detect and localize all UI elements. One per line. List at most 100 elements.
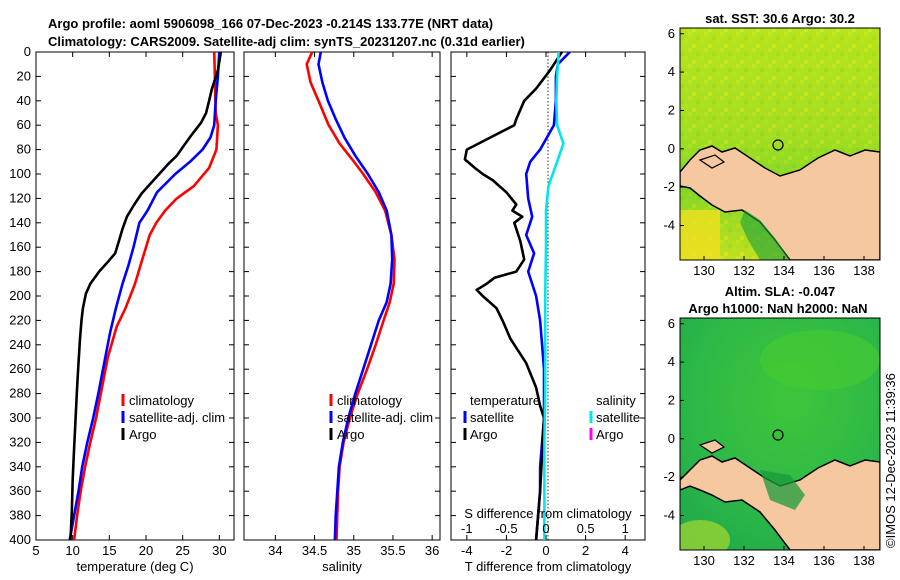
y-tick-label: 120	[9, 190, 31, 205]
legend-label-satellite: satellite-adj. clim	[129, 410, 225, 425]
x-tick-label: 4	[622, 543, 629, 558]
y-tick-label: 300	[9, 410, 31, 425]
temperature-legend: climatology satellite-adj. clim Argo	[121, 393, 225, 442]
x-tick-label: 25	[175, 543, 189, 558]
s-difference-xlabel: S difference from climatology	[464, 506, 632, 521]
y-tick-label: 80	[17, 142, 31, 157]
land-new-guinea	[680, 145, 880, 260]
t-difference-xlabel: T difference from climatology	[465, 559, 632, 574]
y-tick-label: 180	[9, 264, 31, 279]
y-tick-label: 160	[9, 239, 31, 254]
temperature-series	[68, 52, 223, 540]
s-tick-label: 0	[542, 521, 549, 536]
y-tick-label: 340	[9, 459, 31, 474]
salinity-series	[305, 52, 396, 540]
x-tick-label: 34.5	[302, 543, 327, 558]
sla-high-patch	[760, 330, 880, 390]
map-x-tick-label: 130	[693, 553, 715, 568]
map-x-tick-label: 138	[853, 263, 875, 278]
sla-map-title1: Altim. SLA: -0.047	[725, 284, 836, 299]
argo-location-marker	[772, 139, 784, 151]
x-tick-label: 34	[268, 543, 282, 558]
legend-label-t-argo: Argo	[470, 427, 497, 442]
legend-label-s-satellite: satellite	[596, 410, 640, 425]
x-tick-label: 15	[102, 543, 116, 558]
map-x-tick-label: 130	[693, 263, 715, 278]
map-x-tick-label: 134	[773, 263, 795, 278]
series-line-t-argo	[463, 52, 563, 540]
depth-ticks: 0 20 40 60 80 100 120 140 160 180 200 220 240 260 280 3…	[9, 44, 31, 547]
y-tick-label: 200	[9, 288, 31, 303]
x-tick-label: 2	[582, 543, 589, 558]
y-tick-label: 320	[9, 434, 31, 449]
map-y-tick-label: 0	[668, 141, 675, 156]
x-tick-label: 30	[212, 543, 226, 558]
y-tick-label: 240	[9, 337, 31, 352]
map-y-tick-label: -2	[663, 179, 675, 194]
legend-label-argo: Argo	[337, 427, 364, 442]
map-y-tick-label: 6	[668, 316, 675, 331]
legend-label-s-argo: Argo	[596, 427, 623, 442]
s-tick-label: 0.5	[577, 521, 595, 536]
legend-header-salinity: salinity	[596, 393, 636, 408]
sla-map-frame	[679, 317, 881, 551]
sst-coastal-water	[740, 210, 790, 260]
sla-southwest-patch	[680, 520, 730, 550]
y-tick-label: 60	[17, 117, 31, 132]
difference-series	[463, 52, 571, 540]
series-line-satellite-adj-clim	[317, 52, 394, 540]
y-tick-label: 280	[9, 386, 31, 401]
x-tick-label: 36	[425, 543, 439, 558]
salinity-panel: 34 34.5 35 35.5 36 salinity climatology sate…	[243, 51, 441, 574]
temperature-panel: 5 10 15 20 25 30 0 20 40 60 80 100 120 140 160 180 200 2…	[9, 44, 235, 574]
credit-text: ©IMOS 12-Dec-2023 11:39:36	[883, 373, 898, 548]
map-x-tick-label: 136	[813, 553, 835, 568]
map-y-tick-label: 2	[668, 392, 675, 407]
map-y-tick-label: 0	[668, 431, 675, 446]
sla-map-ticks: 130 132 134 136 138 6 4 2 0 -2 -4	[663, 316, 874, 568]
salinity-ticks: 34 34.5 35 35.5 36	[244, 51, 440, 558]
difference-axes-box	[450, 51, 646, 541]
map-y-tick-label: 6	[668, 26, 675, 41]
sst-map: sat. SST: 30.6 Argo: 30.2 130 132 134 136 13…	[663, 11, 881, 278]
s-difference-ticks: -1 -0.5 0 0.5 1	[461, 521, 629, 536]
y-tick-label: 140	[9, 215, 31, 230]
y-tick-label: 380	[9, 508, 31, 523]
map-y-tick-label: -4	[663, 507, 675, 522]
legend-label-climatology: climatology	[337, 393, 403, 408]
y-tick-label: 400	[9, 532, 31, 547]
legend-label-climatology: climatology	[129, 393, 195, 408]
land-island	[698, 154, 726, 169]
sla-bay-water	[760, 470, 805, 510]
map-x-tick-label: 132	[733, 263, 755, 278]
x-tick-label: 10	[65, 543, 79, 558]
difference-ticks: -4 -2 0 2 4	[451, 51, 645, 558]
legend-label-argo: Argo	[129, 427, 156, 442]
sst-map-frame	[679, 27, 881, 261]
sst-warm-patch	[680, 210, 720, 260]
s-tick-label: 1	[622, 521, 629, 536]
x-tick-label: 5	[32, 543, 39, 558]
temperature-xlabel: temperature (deg C)	[76, 559, 193, 574]
map-y-tick-label: -4	[663, 217, 675, 232]
legend-label-satellite: satellite-adj. clim	[337, 410, 433, 425]
map-x-tick-label: 134	[773, 553, 795, 568]
salinity-xlabel: salinity	[322, 559, 362, 574]
y-tick-label: 360	[9, 483, 31, 498]
x-tick-label: 35	[347, 543, 361, 558]
temperature-axes-box	[35, 51, 235, 541]
salinity-legend: climatology satellite-adj. clim Argo	[329, 393, 433, 442]
s-tick-label: -1	[461, 521, 473, 536]
difference-panel: -4 -2 0 2 4 S difference from climatology -1…	[450, 51, 646, 574]
map-x-tick-label: 138	[853, 553, 875, 568]
argo-location-marker	[772, 429, 784, 441]
series-line-satellite-adj-clim	[68, 52, 221, 540]
map-y-tick-label: -2	[663, 469, 675, 484]
sst-map-ticks: 130 132 134 136 138 6 4 2 0 -2 -4	[663, 26, 874, 278]
map-y-tick-label: 4	[668, 64, 675, 79]
legend-label-t-satellite: satellite	[470, 410, 514, 425]
sla-map: Altim. SLA: -0.047 Argo h1000: NaN h2000…	[663, 284, 881, 568]
x-tick-label: -2	[501, 543, 513, 558]
y-tick-label: 20	[17, 68, 31, 83]
